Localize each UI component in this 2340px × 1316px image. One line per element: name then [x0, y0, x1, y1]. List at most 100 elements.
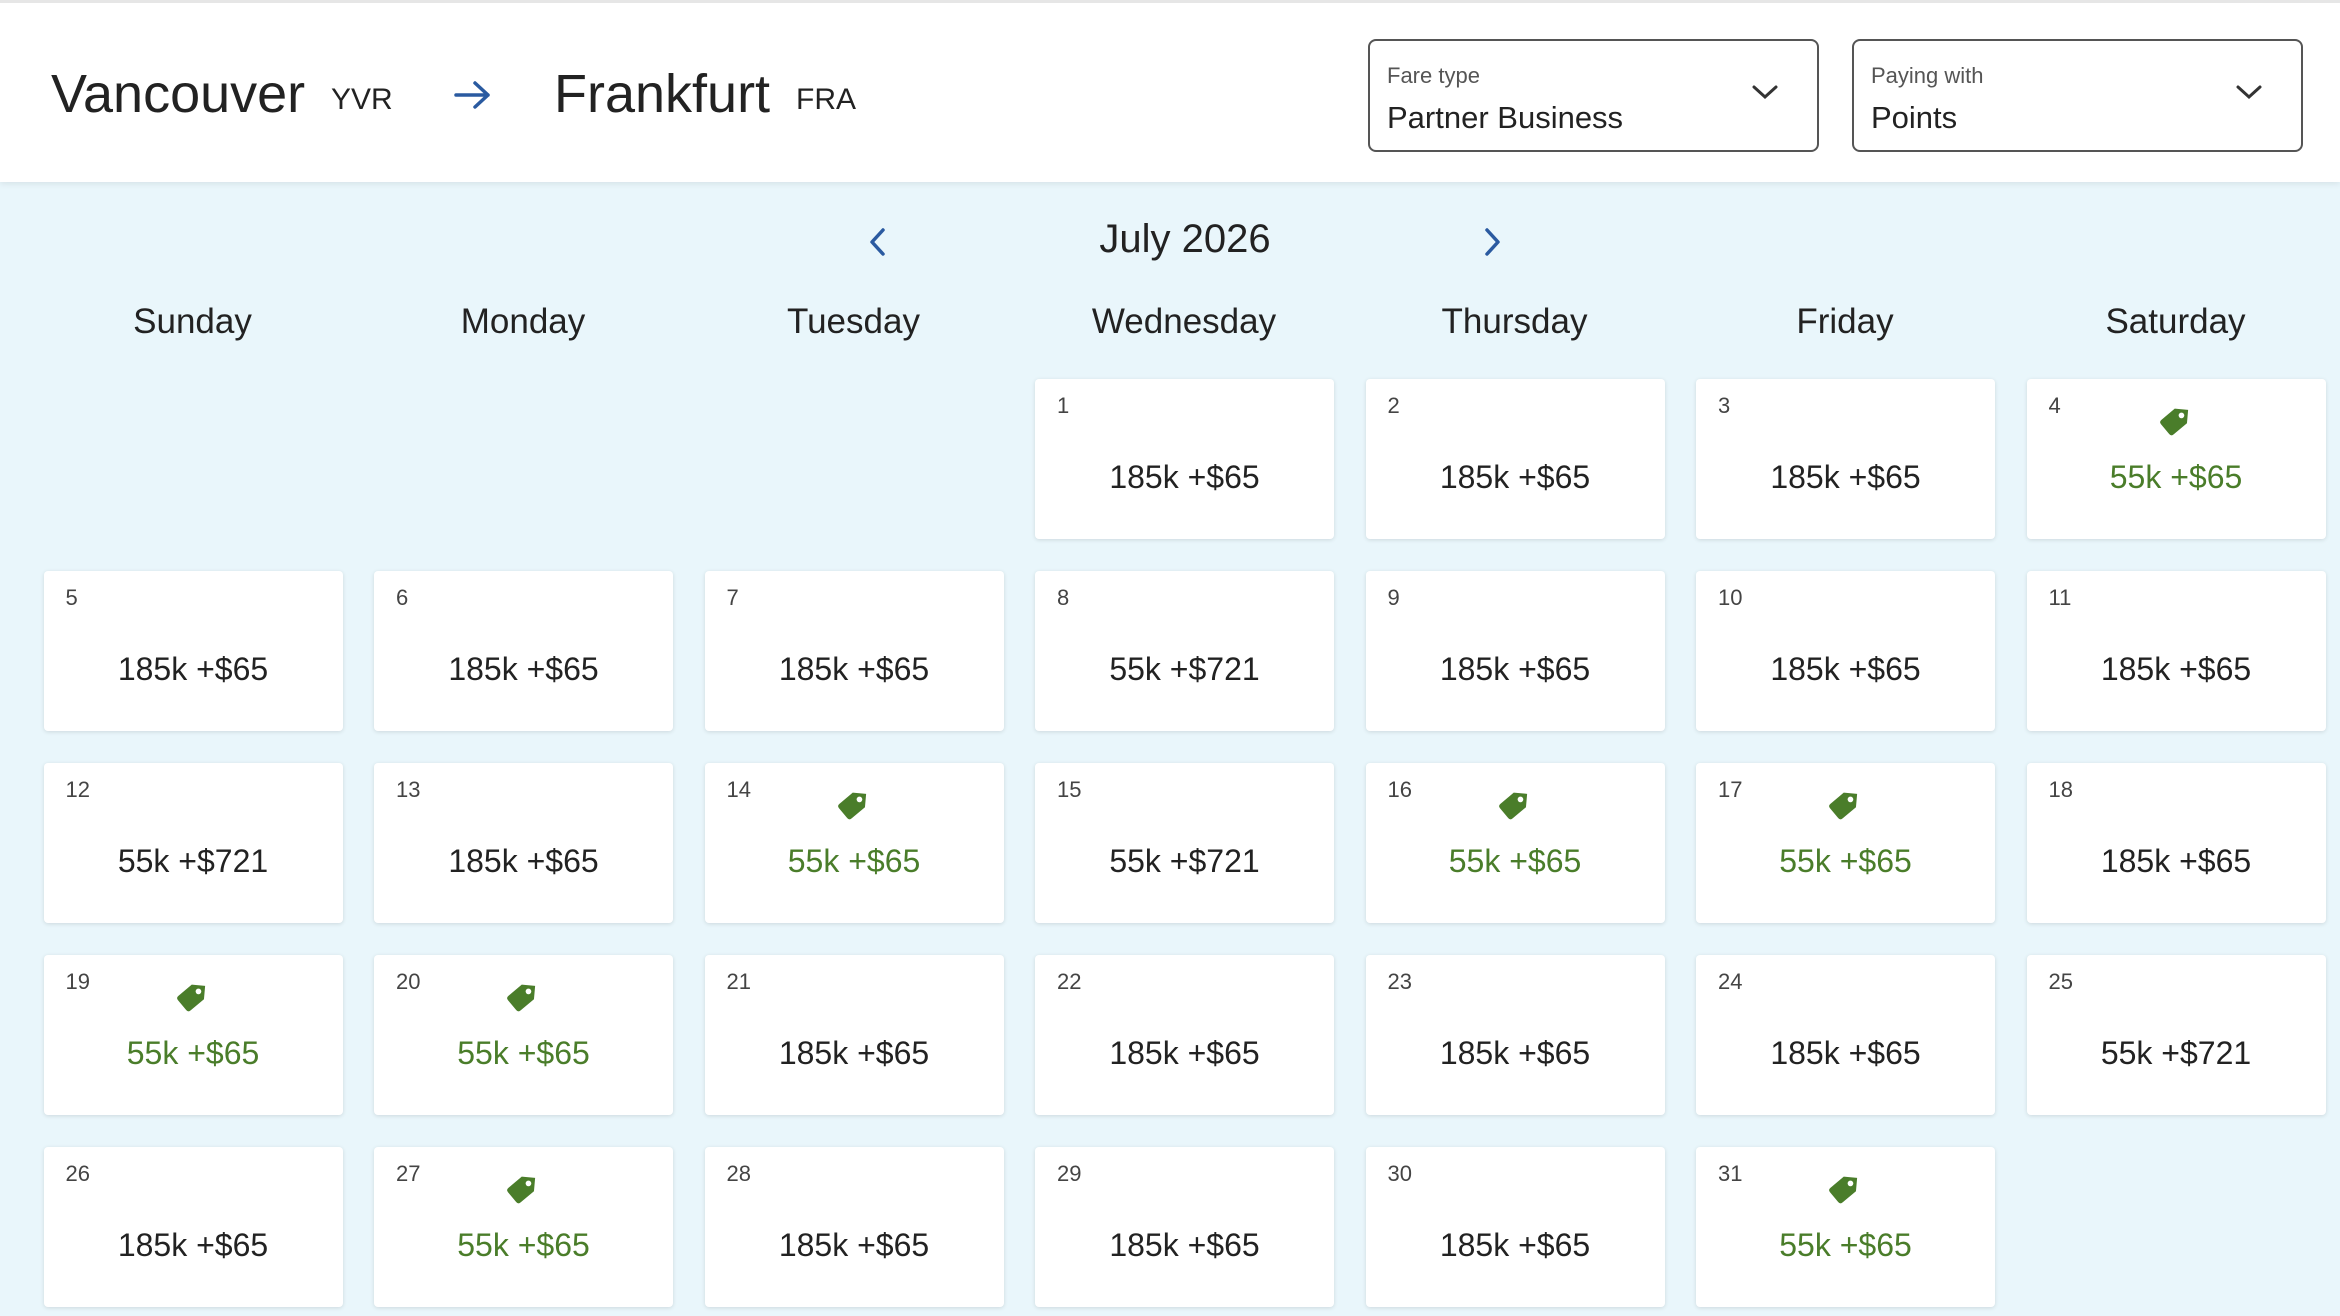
day-cell[interactable]: 16 55k +$65 [1365, 763, 1665, 923]
day-number: 8 [1057, 585, 1070, 610]
dropdown-label: Fare type [1387, 63, 1480, 88]
day-cell[interactable]: 7 185k +$65 [704, 571, 1004, 731]
day-cell[interactable]: 28 185k +$65 [704, 1147, 1004, 1307]
day-number: 7 [726, 585, 739, 610]
day-number: 29 [1057, 1161, 1082, 1186]
day-price: 55k +$65 [1779, 843, 1912, 879]
day-cell[interactable]: 19 55k +$65 [43, 955, 343, 1115]
deal-icon [1829, 792, 1858, 820]
day-price: 185k +$65 [448, 651, 599, 687]
weekday-header: Monday [460, 302, 586, 341]
day-price: 55k +$721 [2100, 1035, 2252, 1071]
paying-with-dropdown[interactable]: Paying with Points [1852, 39, 2303, 152]
day-cell[interactable]: 26 185k +$65 [43, 1147, 343, 1307]
day-number: 15 [1057, 777, 1082, 802]
day-price: 185k +$65 [1109, 1035, 1260, 1071]
day-cell[interactable]: 1 185k +$65 [1035, 379, 1334, 539]
day-number: 31 [1718, 1161, 1743, 1186]
weekday-header: Friday [1796, 302, 1894, 341]
weekday-header: Thursday [1441, 302, 1588, 341]
day-number: 16 [1387, 777, 1412, 802]
day-cell[interactable]: 29 185k +$65 [1035, 1147, 1334, 1307]
day-cell[interactable]: 17 55k +$65 [1696, 763, 1995, 923]
day-number: 27 [396, 1161, 421, 1186]
origin-code: YVR [331, 83, 393, 116]
deal-icon [2159, 408, 2188, 436]
deal-icon [837, 792, 866, 820]
day-number: 24 [1718, 969, 1743, 994]
day-number: 13 [396, 777, 421, 802]
day-price: 185k +$65 [1439, 651, 1591, 687]
day-number: 30 [1387, 1161, 1412, 1186]
day-price: 185k +$65 [1109, 459, 1260, 495]
day-price: 185k +$65 [1770, 459, 1921, 495]
day-cell[interactable]: 18 185k +$65 [2026, 763, 2326, 923]
dropdown-label: Paying with [1871, 63, 1984, 88]
day-price: 185k +$65 [448, 843, 599, 879]
day-number: 23 [1387, 969, 1412, 994]
day-cell[interactable]: 30 185k +$65 [1365, 1147, 1665, 1307]
day-number: 22 [1057, 969, 1082, 994]
day-price: 55k +$65 [1779, 1227, 1912, 1263]
day-price: 185k +$65 [2100, 651, 2252, 687]
day-number: 11 [2048, 585, 2072, 610]
day-cell[interactable]: 31 55k +$65 [1696, 1147, 1995, 1307]
weekday-header: Saturday [2105, 302, 2246, 341]
day-cell[interactable]: 25 55k +$721 [2026, 955, 2326, 1115]
deal-icon [507, 984, 536, 1012]
day-cell[interactable]: 6 185k +$65 [374, 571, 673, 731]
day-cell[interactable]: 13 185k +$65 [374, 763, 673, 923]
weekday-header: Wednesday [1091, 302, 1277, 341]
day-cell[interactable]: 10 185k +$65 [1696, 571, 1995, 731]
route-arrow [454, 81, 490, 109]
day-price: 55k +$65 [457, 1035, 590, 1071]
day-cell[interactable]: 14 55k +$65 [704, 763, 1004, 923]
weekday-header: Sunday [133, 302, 252, 341]
day-number: 10 [1718, 585, 1743, 610]
day-cell[interactable]: 22 185k +$65 [1035, 955, 1334, 1115]
dropdown-value: Partner Business [1387, 100, 1624, 135]
previous-month[interactable] [866, 226, 890, 258]
header: Vancouver YVR Frankfurt FRA Fare type Pa… [0, 0, 2340, 182]
day-number: 2 [1387, 393, 1400, 418]
day-cell[interactable]: 24 185k +$65 [1696, 955, 1995, 1115]
day-price: 55k +$65 [1448, 843, 1582, 879]
day-cell[interactable]: 8 55k +$721 [1035, 571, 1334, 731]
day-cell[interactable]: 3 185k +$65 [1696, 379, 1995, 539]
day-price: 185k +$65 [1439, 1227, 1591, 1263]
day-number: 19 [65, 969, 90, 994]
day-price: 55k +$65 [787, 843, 921, 879]
day-price: 185k +$65 [2100, 843, 2252, 879]
day-price: 55k +$65 [457, 1227, 590, 1263]
deal-icon [507, 1176, 536, 1204]
day-cell[interactable]: 23 185k +$65 [1365, 955, 1665, 1115]
day-number: 28 [726, 1161, 751, 1186]
day-cell[interactable]: 5 185k +$65 [43, 571, 343, 731]
day-cell[interactable]: 15 55k +$721 [1035, 763, 1334, 923]
month-title: July 2026 [1099, 217, 1271, 261]
destination-code: FRA [796, 83, 856, 116]
chevron-down [2236, 85, 2262, 100]
day-cell[interactable]: 12 55k +$721 [43, 763, 343, 923]
day-cell[interactable]: 2 185k +$65 [1365, 379, 1665, 539]
day-price: 185k +$65 [1770, 651, 1921, 687]
day-cell[interactable]: 20 55k +$65 [374, 955, 673, 1115]
day-price: 55k +$721 [1109, 843, 1260, 879]
next-month[interactable] [1480, 226, 1504, 258]
day-number: 3 [1718, 393, 1731, 418]
day-number: 4 [2048, 393, 2061, 418]
day-cell[interactable]: 11 185k +$65 [2026, 571, 2326, 731]
fare-type-dropdown[interactable]: Fare type Partner Business [1368, 39, 1819, 152]
chevron-down [1752, 85, 1778, 100]
day-number: 5 [65, 585, 78, 610]
day-price: 185k +$65 [1439, 459, 1591, 495]
day-cell[interactable]: 4 55k +$65 [2026, 379, 2326, 539]
weekday-header: Tuesday [787, 302, 920, 341]
day-cell[interactable]: 27 55k +$65 [374, 1147, 673, 1307]
day-cell[interactable]: 9 185k +$65 [1365, 571, 1665, 731]
day-number: 6 [396, 585, 409, 610]
day-cell[interactable]: 21 185k +$65 [704, 955, 1004, 1115]
day-price: 185k +$65 [1439, 1035, 1591, 1071]
deal-icon [1829, 1176, 1858, 1204]
